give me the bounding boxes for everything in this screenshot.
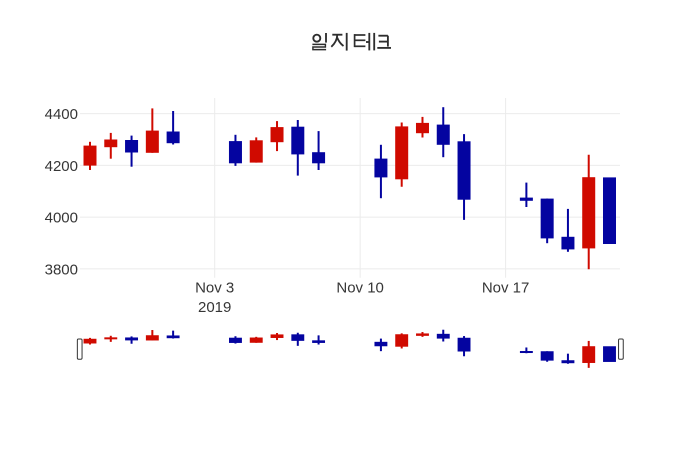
svg-text:3800: 3800: [45, 261, 78, 278]
svg-text:4400: 4400: [45, 106, 78, 123]
svg-text:Nov 10: Nov 10: [336, 280, 384, 297]
svg-text:2019: 2019: [198, 299, 231, 316]
svg-text:4000: 4000: [45, 210, 78, 227]
svg-text:Nov 17: Nov 17: [482, 280, 530, 297]
svg-text:4200: 4200: [45, 158, 78, 175]
svg-text:Nov 3: Nov 3: [195, 280, 234, 297]
